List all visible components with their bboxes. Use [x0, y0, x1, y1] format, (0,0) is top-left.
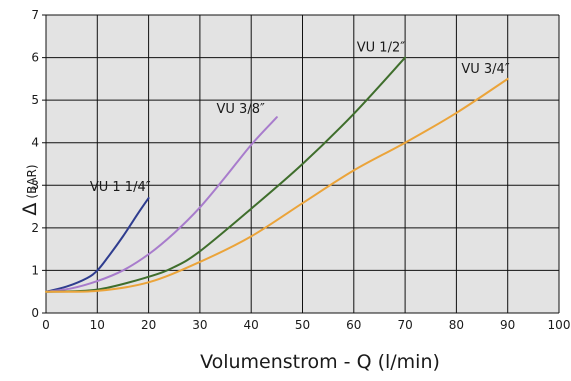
y-tick-label: 1	[31, 263, 39, 277]
svg-text:Δ(BAR): Δ (BAR)	[19, 164, 41, 215]
y-tick-label: 7	[31, 8, 39, 22]
y-tick-label: 4	[31, 136, 39, 150]
y-tick-labels: 0 1 2 3 4 5 6 7	[31, 8, 39, 320]
y-axis-title: Δ (BAR)	[19, 164, 41, 215]
x-tick-label: 60	[346, 318, 361, 332]
series-labels: VU 1 1/4″ VU 3/8″ VU 1/2″ VU 3/4″	[90, 41, 510, 195]
x-tick-labels: 0 10 20 30 40 50 60 70 80 90 100	[42, 318, 570, 332]
x-tick-label: 80	[449, 318, 464, 332]
y-axis-symbol: Δ	[19, 203, 41, 216]
series-label: VU 1 1/4″	[90, 180, 151, 195]
x-tick-label: 10	[90, 318, 105, 332]
grid	[42, 14, 560, 314]
x-tick-label: 30	[192, 318, 207, 332]
y-tick-label: 5	[31, 93, 39, 107]
y-tick-label: 0	[31, 306, 39, 320]
x-tick-label: 90	[500, 318, 515, 332]
series-line	[45, 197, 150, 293]
series-line	[45, 77, 509, 293]
series-lines	[45, 56, 509, 293]
x-axis-title: Volumenstrom - Q (l/min)	[200, 351, 440, 373]
series-line	[45, 116, 278, 293]
x-tick-label: 0	[42, 318, 50, 332]
x-tick-label: 50	[295, 318, 310, 332]
y-tick-label: 6	[31, 51, 39, 65]
x-tick-label: 40	[244, 318, 259, 332]
x-tick-label: 100	[548, 318, 571, 332]
series-label: VU 3/8″	[217, 102, 265, 117]
y-tick-label: 3	[31, 178, 39, 192]
y-tick-label: 2	[31, 221, 39, 235]
x-tick-label: 70	[397, 318, 412, 332]
y-axis-unit: (BAR)	[25, 164, 39, 198]
series-label: VU 1/2″	[357, 41, 405, 56]
series-line	[45, 56, 407, 293]
series-label: VU 3/4″	[461, 62, 509, 77]
x-tick-label: 20	[141, 318, 156, 332]
